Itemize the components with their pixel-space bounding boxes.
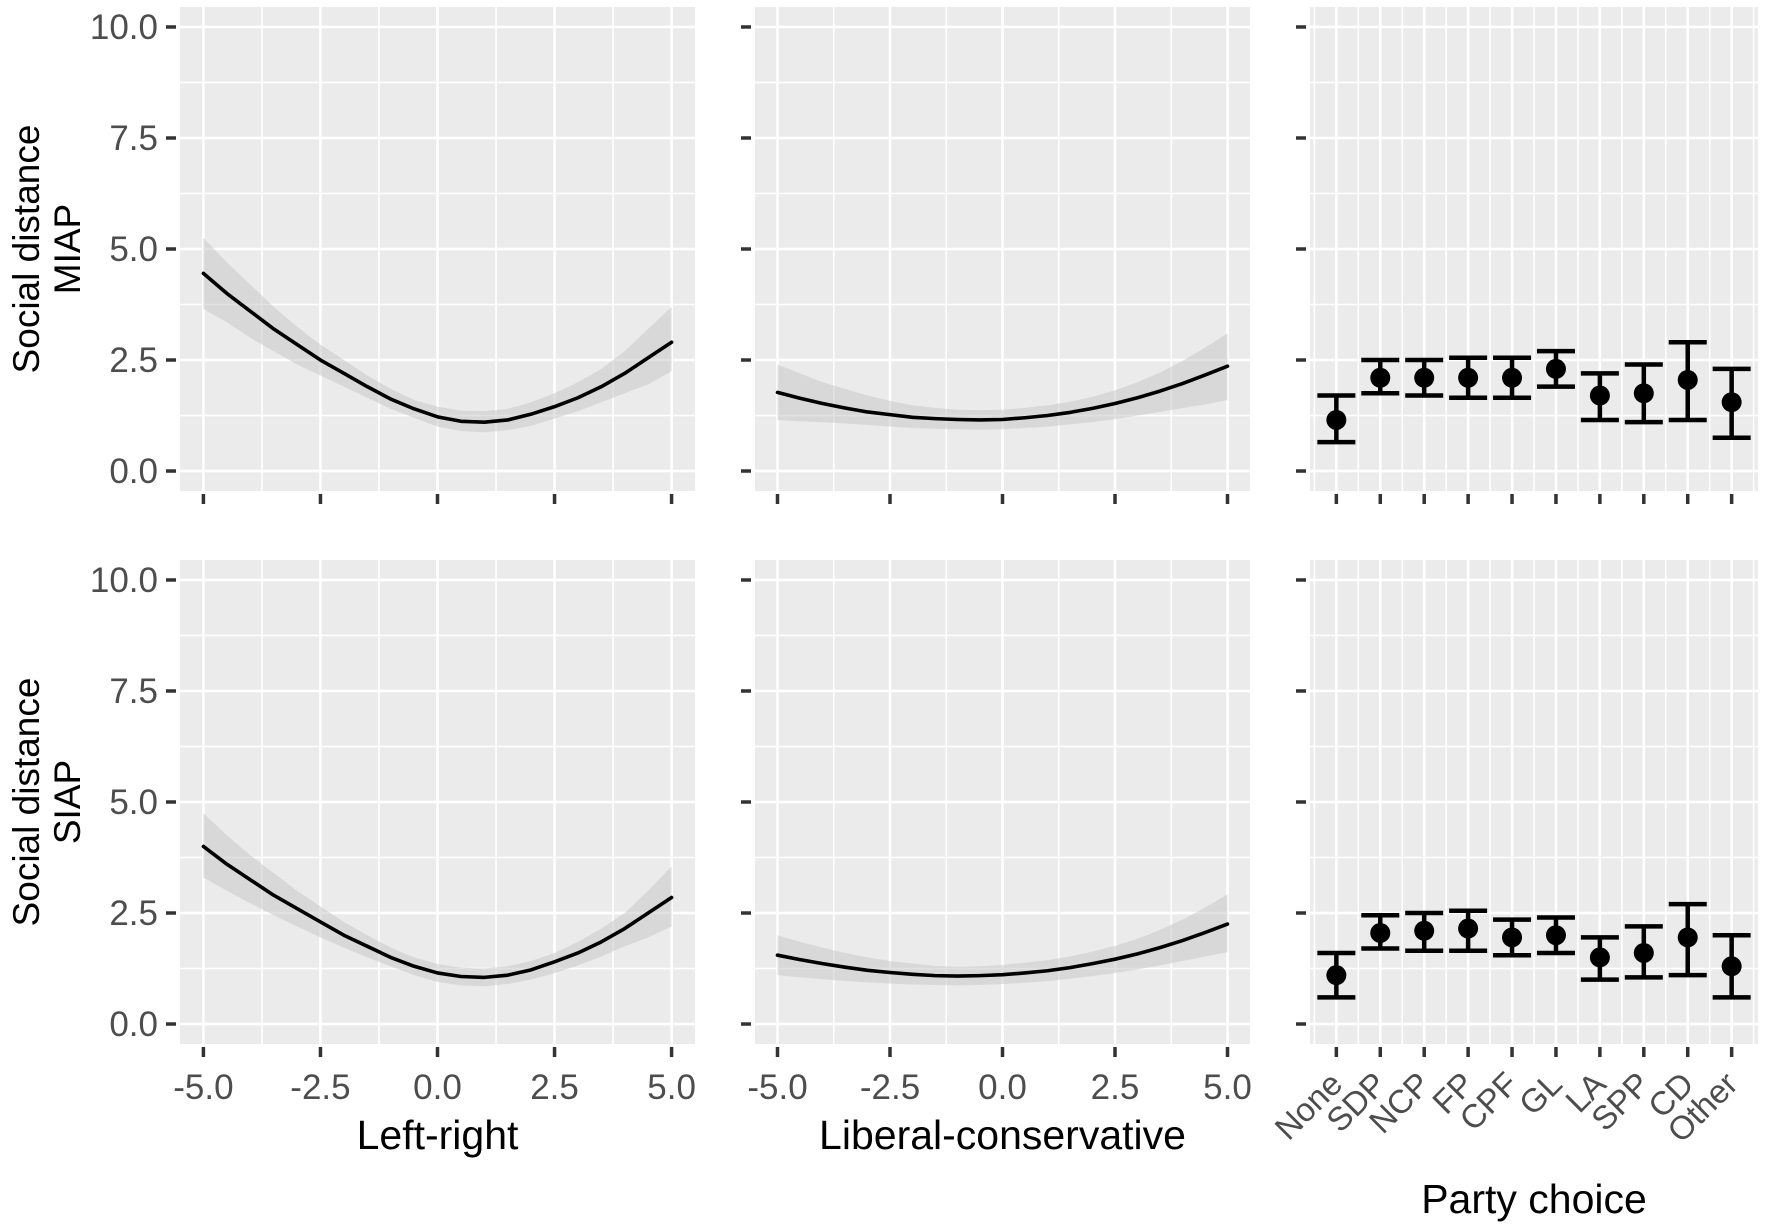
y-tick-label: 5.0: [109, 783, 158, 822]
y-axis-title-siap-line1: Social distance: [6, 677, 47, 927]
y-tick-label: 0.0: [109, 1005, 158, 1044]
fitted-line: [775, 922, 1230, 978]
confidence-ribbon: [203, 237, 672, 433]
y-tick-label: 0.0: [109, 452, 158, 491]
point-estimate: [1326, 409, 1347, 430]
x-axis-title-party-choice: Party choice: [1421, 1176, 1647, 1222]
x-tick-label: -2.5: [860, 1068, 920, 1107]
point-estimate: [1721, 392, 1742, 413]
axis-ticks: [166, 578, 674, 1057]
point-estimate: [1633, 383, 1654, 404]
y-axis-title-miap: Social distance MIAP: [6, 7, 103, 491]
point-estimate: [1502, 927, 1523, 948]
axis-ticks: [741, 578, 1230, 1057]
point-estimate: [1545, 358, 1566, 379]
x-axis-title-liberal-conservative: Liberal-conservative: [819, 1112, 1186, 1158]
point-estimate: [1326, 965, 1347, 986]
y-axis-title-miap-line2: MIAP: [46, 203, 88, 295]
x-tick-label: 2.5: [1091, 1068, 1140, 1107]
point-estimate: [1589, 385, 1610, 406]
point-estimate: [1677, 369, 1698, 390]
y-axis-title-siap: Social distance SIAP: [6, 560, 103, 1044]
panel-miap-party-choice: [1296, 7, 1758, 504]
y-tick-label: 10.0: [90, 8, 158, 47]
y-tick-label: 2.5: [109, 894, 158, 933]
fitted-line: [201, 271, 674, 424]
y-tick-label: 7.5: [109, 119, 158, 158]
point-estimate-with-ci: [1493, 355, 1532, 401]
y-tick-label: 7.5: [109, 672, 158, 711]
point-estimate: [1458, 918, 1479, 939]
fitted-line: [775, 364, 1230, 422]
confidence-ribbon: [777, 894, 1228, 986]
point-estimate-with-ci: [1536, 348, 1575, 389]
confidence-ribbon: [203, 813, 672, 987]
y-axis-title-miap-line1: Social distance: [6, 124, 47, 374]
point-estimate: [1458, 367, 1479, 388]
point-estimate: [1414, 367, 1435, 388]
point-estimate-with-ci: [1712, 932, 1751, 1000]
point-estimate: [1633, 942, 1654, 963]
point-estimate: [1370, 367, 1391, 388]
major-gridlines: [180, 560, 695, 1044]
point-estimate: [1721, 956, 1742, 977]
point-estimate: [1414, 920, 1435, 941]
x-axis-title-left-right: Left-right: [356, 1112, 519, 1158]
x-tick-label: 0.0: [978, 1068, 1027, 1107]
x-tick-label: 2.5: [530, 1068, 579, 1107]
point-estimate-with-ci: [1493, 917, 1532, 958]
panel-siap-liberal-conservative: -5.0 -2.5 0.0 2.5 5.0: [741, 560, 1252, 1107]
panel-miap-liberal-conservative: [741, 7, 1250, 504]
point-estimate: [1370, 922, 1391, 943]
point-estimate: [1589, 947, 1610, 968]
point-estimate-with-ci: [1668, 339, 1707, 423]
point-estimate-with-ci: [1361, 357, 1400, 396]
point-estimate: [1502, 367, 1523, 388]
point-estimate: [1545, 925, 1566, 946]
y-tick-label: 2.5: [109, 341, 158, 380]
axis-ticks: [166, 25, 674, 504]
x-tick-label: -5.0: [173, 1068, 233, 1107]
point-estimate-with-ci: [1668, 901, 1707, 978]
point-estimate-with-ci: [1405, 357, 1444, 398]
point-estimate-with-ci: [1536, 915, 1575, 956]
x-tick-label: 0.0: [413, 1068, 462, 1107]
point-estimate-with-ci: [1712, 366, 1751, 440]
point-estimate-with-ci: [1580, 371, 1619, 423]
panel-siap-left-right: 0.0 2.5 5.0 7.5 10.0 -5.0 -2.5 0.0 2.5 5.0: [90, 560, 696, 1107]
y-tick-label: 5.0: [109, 230, 158, 269]
axis-ticks: [741, 25, 1230, 504]
fitted-line: [201, 844, 674, 980]
x-tick-label: 5.0: [1203, 1068, 1252, 1107]
x-tick-label: -2.5: [290, 1068, 350, 1107]
panel-miap-left-right: 0.0 2.5 5.0 7.5 10.0: [90, 7, 695, 504]
point-estimate-with-ci: [1580, 935, 1619, 982]
y-axis-title-siap-line2: SIAP: [46, 759, 88, 845]
confidence-ribbon: [777, 333, 1228, 430]
point-estimate-with-ci: [1317, 950, 1356, 1000]
y-tick-label: 10.0: [90, 561, 158, 600]
point-estimate-with-ci: [1449, 908, 1488, 954]
major-gridlines: [180, 7, 695, 491]
point-estimate: [1677, 927, 1698, 948]
axis-ticks: [1296, 25, 1734, 504]
x-tick-label: 5.0: [647, 1068, 696, 1107]
major-gridlines: [755, 560, 1250, 1044]
point-estimate-with-ci: [1405, 910, 1444, 954]
x-tick-label: -5.0: [747, 1068, 807, 1107]
axis-ticks: [1296, 578, 1734, 1057]
point-estimate-with-ci: [1317, 393, 1356, 445]
point-estimate-with-ci: [1361, 912, 1400, 951]
point-estimate-with-ci: [1624, 362, 1663, 425]
point-estimate-with-ci: [1449, 355, 1488, 401]
point-estimate-with-ci: [1624, 924, 1663, 980]
major-gridlines: [1310, 560, 1758, 1044]
